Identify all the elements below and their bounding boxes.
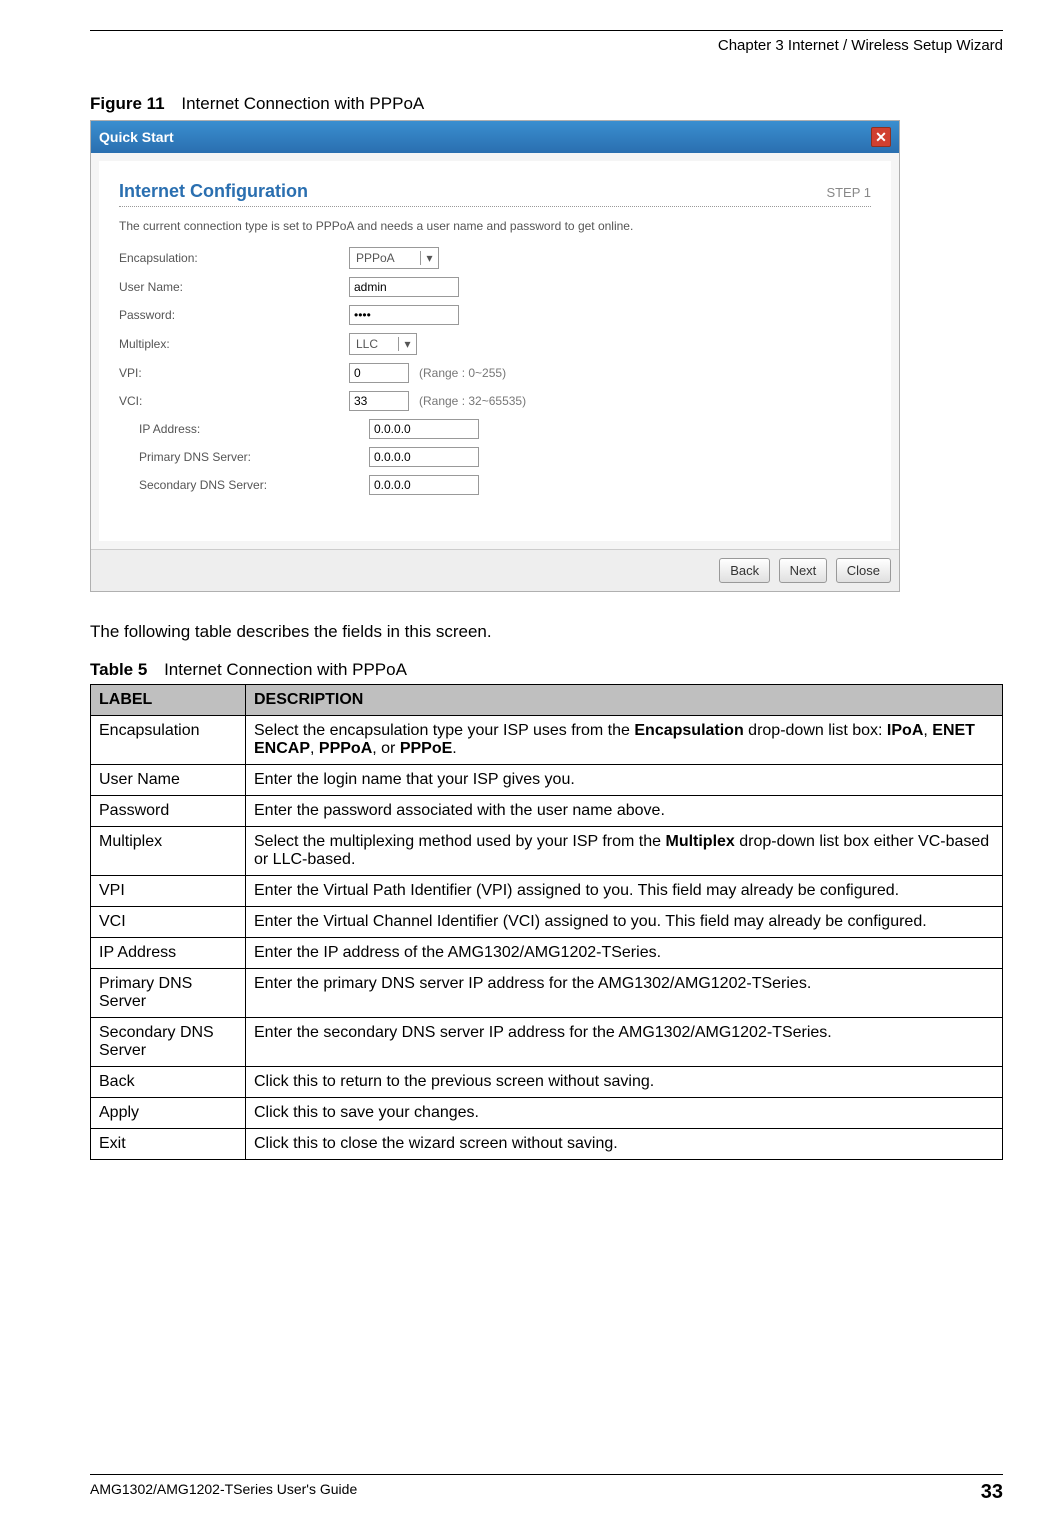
back-button[interactable]: Back bbox=[719, 558, 770, 583]
table-label: Table 5 bbox=[90, 660, 147, 679]
chevron-down-icon: ▾ bbox=[398, 337, 416, 351]
table-row: VPI Enter the Virtual Path Identifier (V… bbox=[91, 876, 1003, 907]
encapsulation-select[interactable]: PPPoA ▾ bbox=[349, 247, 439, 269]
multiplex-value: LLC bbox=[350, 337, 384, 351]
row-description: Click this to return to the previous scr… bbox=[246, 1067, 1003, 1098]
description-table: LABEL DESCRIPTION Encapsulation Select t… bbox=[90, 684, 1003, 1160]
chapter-header: Chapter 3 Internet / Wireless Setup Wiza… bbox=[90, 37, 1003, 54]
table-row: User Name Enter the login name that your… bbox=[91, 765, 1003, 796]
password-label: Password: bbox=[119, 308, 349, 322]
dns1-label: Primary DNS Server: bbox=[139, 450, 369, 464]
row-description: Enter the IP address of the AMG1302/AMG1… bbox=[246, 938, 1003, 969]
row-label: Exit bbox=[91, 1129, 246, 1160]
dns1-input[interactable] bbox=[369, 447, 479, 467]
row-description: Enter the password associated with the u… bbox=[246, 796, 1003, 827]
table-row: Secondary DNS Server Enter the secondary… bbox=[91, 1018, 1003, 1067]
encapsulation-label: Encapsulation: bbox=[119, 251, 349, 265]
row-label: Password bbox=[91, 796, 246, 827]
window-titlebar: Quick Start ✕ bbox=[91, 121, 899, 153]
dns2-label: Secondary DNS Server: bbox=[139, 478, 369, 492]
panel-description: The current connection type is set to PP… bbox=[119, 219, 871, 233]
footer-page-number: 33 bbox=[981, 1481, 1003, 1504]
wizard-panel: Internet Configuration STEP 1 The curren… bbox=[99, 161, 891, 541]
username-input[interactable] bbox=[349, 277, 459, 297]
ip-input[interactable] bbox=[369, 419, 479, 439]
vpi-label: VPI: bbox=[119, 366, 349, 380]
figure-title: Internet Connection with PPPoA bbox=[181, 94, 424, 113]
table-caption: Table 5 Internet Connection with PPPoA bbox=[90, 660, 1003, 680]
chevron-down-icon: ▾ bbox=[420, 251, 438, 265]
row-description: Click this to close the wizard screen wi… bbox=[246, 1129, 1003, 1160]
intro-line: The following table describes the fields… bbox=[90, 622, 1003, 642]
panel-title: Internet Configuration bbox=[119, 181, 308, 202]
row-label: Secondary DNS Server bbox=[91, 1018, 246, 1067]
vci-input[interactable] bbox=[349, 391, 409, 411]
table-row: Exit Click this to close the wizard scre… bbox=[91, 1129, 1003, 1160]
row-label: IP Address bbox=[91, 938, 246, 969]
table-row: Back Click this to return to the previou… bbox=[91, 1067, 1003, 1098]
row-label: Primary DNS Server bbox=[91, 969, 246, 1018]
step-indicator: STEP 1 bbox=[826, 185, 871, 200]
encapsulation-value: PPPoA bbox=[350, 251, 401, 265]
vpi-input[interactable] bbox=[349, 363, 409, 383]
row-label: Multiplex bbox=[91, 827, 246, 876]
row-label: Encapsulation bbox=[91, 716, 246, 765]
row-description: Click this to save your changes. bbox=[246, 1098, 1003, 1129]
row-label: VPI bbox=[91, 876, 246, 907]
footer-guide-name: AMG1302/AMG1202-TSeries User's Guide bbox=[90, 1481, 357, 1504]
multiplex-label: Multiplex: bbox=[119, 337, 349, 351]
vci-range-hint: (Range : 32~65535) bbox=[419, 394, 526, 408]
page-footer: AMG1302/AMG1202-TSeries User's Guide 33 bbox=[90, 1474, 1003, 1504]
next-button[interactable]: Next bbox=[779, 558, 828, 583]
row-label: Apply bbox=[91, 1098, 246, 1129]
password-input[interactable] bbox=[349, 305, 459, 325]
row-label: User Name bbox=[91, 765, 246, 796]
figure-caption: Figure 11 Internet Connection with PPPoA bbox=[90, 94, 1003, 114]
table-title: Internet Connection with PPPoA bbox=[164, 660, 407, 679]
dns2-input[interactable] bbox=[369, 475, 479, 495]
table-header-label: LABEL bbox=[91, 685, 246, 716]
row-label: VCI bbox=[91, 907, 246, 938]
figure-label: Figure 11 bbox=[90, 94, 165, 113]
vpi-range-hint: (Range : 0~255) bbox=[419, 366, 506, 380]
table-row: Multiplex Select the multiplexing method… bbox=[91, 827, 1003, 876]
table-row: Apply Click this to save your changes. bbox=[91, 1098, 1003, 1129]
row-description: Enter the login name that your ISP gives… bbox=[246, 765, 1003, 796]
ip-label: IP Address: bbox=[139, 422, 369, 436]
table-header-description: DESCRIPTION bbox=[246, 685, 1003, 716]
table-row: Password Enter the password associated w… bbox=[91, 796, 1003, 827]
close-button[interactable]: Close bbox=[836, 558, 891, 583]
row-description: Select the multiplexing method used by y… bbox=[246, 827, 1003, 876]
window-title: Quick Start bbox=[99, 129, 174, 145]
table-row: VCI Enter the Virtual Channel Identifier… bbox=[91, 907, 1003, 938]
close-icon[interactable]: ✕ bbox=[871, 127, 891, 147]
table-row: IP Address Enter the IP address of the A… bbox=[91, 938, 1003, 969]
row-description: Enter the secondary DNS server IP addres… bbox=[246, 1018, 1003, 1067]
multiplex-select[interactable]: LLC ▾ bbox=[349, 333, 417, 355]
username-label: User Name: bbox=[119, 280, 349, 294]
row-description: Enter the primary DNS server IP address … bbox=[246, 969, 1003, 1018]
table-row: Primary DNS Server Enter the primary DNS… bbox=[91, 969, 1003, 1018]
table-row: Encapsulation Select the encapsulation t… bbox=[91, 716, 1003, 765]
row-description: Enter the Virtual Path Identifier (VPI) … bbox=[246, 876, 1003, 907]
row-description: Enter the Virtual Channel Identifier (VC… bbox=[246, 907, 1003, 938]
row-label: Back bbox=[91, 1067, 246, 1098]
vci-label: VCI: bbox=[119, 394, 349, 408]
row-description: Select the encapsulation type your ISP u… bbox=[246, 716, 1003, 765]
wizard-screenshot: Quick Start ✕ Internet Configuration STE… bbox=[90, 120, 900, 592]
button-bar: Back Next Close bbox=[91, 549, 899, 591]
